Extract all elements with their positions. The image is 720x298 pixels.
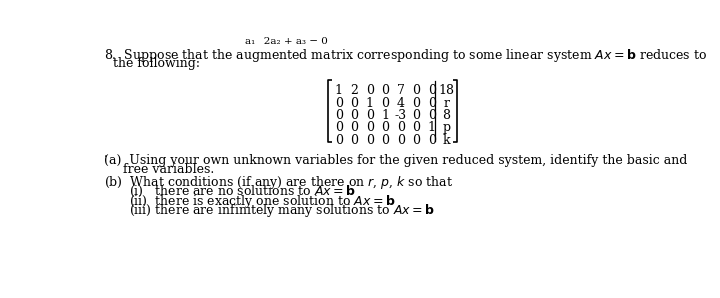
Text: 0: 0 xyxy=(335,97,343,110)
Text: 0: 0 xyxy=(382,121,390,134)
Text: 18: 18 xyxy=(438,84,454,97)
Text: 0: 0 xyxy=(335,109,343,122)
Text: 0: 0 xyxy=(413,109,420,122)
Text: 0: 0 xyxy=(413,121,420,134)
Text: -3: -3 xyxy=(395,109,407,122)
Text: 0: 0 xyxy=(350,121,359,134)
Text: 0: 0 xyxy=(350,97,359,110)
Text: 0: 0 xyxy=(366,109,374,122)
Text: (a)  Using your own unknown variables for the given reduced system, identify the: (a) Using your own unknown variables for… xyxy=(104,153,688,167)
Text: 0: 0 xyxy=(366,134,374,147)
Text: 4: 4 xyxy=(397,97,405,110)
Text: r: r xyxy=(444,97,449,110)
Text: 0: 0 xyxy=(366,84,374,97)
Text: (i)   there are no solutions to $Ax = \mathbf{b}$: (i) there are no solutions to $Ax = \mat… xyxy=(129,184,356,199)
Text: 1: 1 xyxy=(428,121,436,134)
Text: the following:: the following: xyxy=(113,57,200,70)
Text: (b)  What conditions (if any) are there on $r$, $p$, $k$ so that: (b) What conditions (if any) are there o… xyxy=(104,174,453,191)
Text: (iii) there are infinitely many solutions to $Ax = \mathbf{b}$: (iii) there are infinitely many solution… xyxy=(129,202,435,219)
Text: 0: 0 xyxy=(350,134,359,147)
Text: p: p xyxy=(442,121,451,134)
Text: 8: 8 xyxy=(443,109,451,122)
Text: 0: 0 xyxy=(350,109,359,122)
Text: 0: 0 xyxy=(397,121,405,134)
Text: 0: 0 xyxy=(335,121,343,134)
Text: 1: 1 xyxy=(382,109,390,122)
Text: free variables.: free variables. xyxy=(122,163,214,176)
Text: 0: 0 xyxy=(428,109,436,122)
Text: a₁  2a₂ + a₃ − 0: a₁ 2a₂ + a₃ − 0 xyxy=(245,37,328,46)
Text: k: k xyxy=(443,134,450,147)
Text: 0: 0 xyxy=(428,84,436,97)
Text: 0: 0 xyxy=(413,97,420,110)
Text: 1: 1 xyxy=(366,97,374,110)
Text: 0: 0 xyxy=(366,121,374,134)
Text: 8.  Suppose that the augmented matrix corresponding to some linear system $Ax = : 8. Suppose that the augmented matrix cor… xyxy=(104,47,707,64)
Text: 2: 2 xyxy=(351,84,359,97)
Text: 0: 0 xyxy=(413,84,420,97)
Text: 7: 7 xyxy=(397,84,405,97)
Text: 0: 0 xyxy=(428,97,436,110)
Text: .: . xyxy=(104,148,108,160)
Text: 0: 0 xyxy=(397,134,405,147)
Text: (ii)  there is exactly one solution to $Ax = \mathbf{b}$: (ii) there is exactly one solution to $A… xyxy=(129,193,395,210)
Text: 0: 0 xyxy=(335,134,343,147)
Text: 0: 0 xyxy=(382,97,390,110)
Text: 0: 0 xyxy=(382,134,390,147)
Text: 0: 0 xyxy=(428,134,436,147)
Text: 0: 0 xyxy=(413,134,420,147)
Text: 0: 0 xyxy=(382,84,390,97)
Text: 1: 1 xyxy=(335,84,343,97)
